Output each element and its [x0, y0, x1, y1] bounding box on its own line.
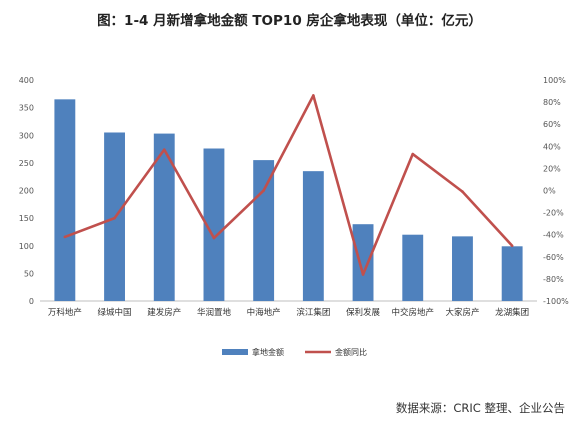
line-point [461, 190, 464, 193]
bar [54, 99, 76, 302]
right-tick-label: 40% [543, 142, 561, 151]
category-label: 万科地产 [48, 307, 82, 318]
right-tick-label: 80% [543, 98, 561, 107]
bar [153, 133, 175, 301]
left-tick-label: 50 [24, 269, 34, 278]
bar [203, 148, 225, 301]
right-tick-label: 60% [543, 120, 561, 129]
legend-swatch-bar [222, 349, 248, 355]
chart-title: 图：1-4 月新增拿地金额 TOP10 房企拿地表现（单位：亿元） [97, 13, 482, 29]
right-tick-label: 100% [543, 76, 566, 85]
left-tick-label: 100 [19, 242, 34, 251]
legend-label-line: 金额同比 [335, 347, 367, 357]
right-tick-label: -40% [543, 231, 564, 240]
category-label: 中交房地产 [391, 307, 434, 318]
left-tick-label: 200 [19, 187, 34, 196]
right-tick-label: 20% [543, 164, 561, 173]
line-point [510, 244, 514, 248]
bar [402, 234, 424, 301]
right-tick-label: -20% [543, 209, 564, 218]
right-tick-label: 0% [543, 187, 556, 196]
left-tick-label: 400 [19, 76, 34, 85]
category-labels: 万科地产 绿城中国 建发房产 华润置地 中海地产 滨江集团 保利发展 中交房地产 大家房产 龙湖集… [48, 307, 529, 318]
left-tick-label: 300 [19, 131, 34, 140]
left-tick-label: 150 [19, 214, 34, 223]
line-path [64, 94, 514, 276]
right-tick-label: -100% [543, 297, 569, 306]
line-series [63, 94, 514, 276]
bar [452, 236, 473, 301]
left-axis-ticks: 0 50 100 150 200 250 300 350 400 [19, 76, 34, 306]
line-point [411, 152, 415, 156]
line-point [63, 235, 67, 239]
bar [352, 224, 374, 301]
category-label: 大家房产 [445, 307, 479, 318]
source-note: 数据来源：CRIC 整理、企业公告 [395, 401, 565, 415]
bar [253, 160, 275, 301]
bar [501, 246, 523, 301]
line-point [361, 273, 365, 276]
legend-label-bar: 拿地金额 [252, 347, 284, 357]
right-axis-ticks: -100% -80% -60% -40% -20% 0% 20% 40% 60% 80% 100% [543, 76, 569, 306]
category-label: 华润置地 [197, 307, 232, 318]
legend: 拿地金额 金额同比 [222, 347, 367, 357]
bar [302, 171, 324, 301]
line-point [312, 94, 315, 97]
category-label: 龙湖集团 [495, 307, 529, 318]
left-tick-label: 250 [19, 159, 34, 168]
category-label: 中海地产 [247, 307, 281, 318]
line-point [262, 189, 265, 192]
bar-series [54, 99, 523, 302]
category-label: 建发房产 [147, 307, 181, 318]
line-point [113, 216, 116, 220]
right-tick-label: -80% [543, 275, 564, 284]
right-tick-label: -60% [543, 253, 564, 262]
line-point [212, 236, 216, 240]
category-label: 保利发展 [346, 307, 381, 318]
left-tick-label: 0 [29, 297, 34, 306]
left-tick-label: 350 [19, 104, 34, 113]
category-label: 滨江集团 [296, 307, 330, 318]
category-label: 绿城中国 [98, 307, 132, 318]
line-point [162, 148, 166, 151]
